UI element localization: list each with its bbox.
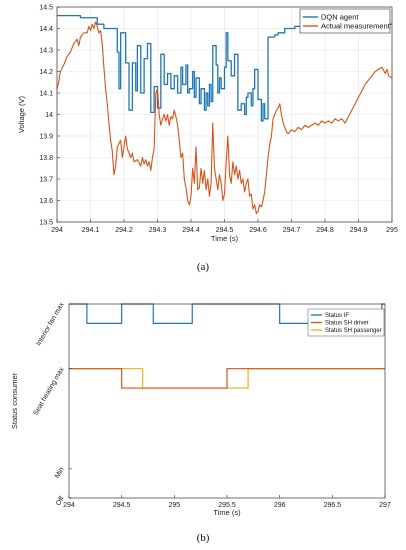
y-tick-label: 13.7 [39, 177, 53, 184]
x-tick-label: 294.7 [283, 227, 301, 234]
y-tick-label: 13.9 [39, 134, 53, 141]
legend-label: Status SH passenger [325, 328, 382, 334]
y-tick-label: Off [55, 495, 66, 507]
x-tick-label: 295 [386, 227, 398, 234]
x-tick-label: 297 [379, 502, 391, 509]
x-tick-label: 295 [168, 502, 180, 509]
x-tick-label: 296.5 [324, 502, 342, 509]
y-tick-label: Interior fan max [35, 301, 66, 347]
x-tick-label: 294.1 [82, 227, 100, 234]
x-axis-label: Time (s) [211, 234, 239, 243]
y-tick-label: 14.1 [39, 91, 53, 98]
y-tick-label: 14.4 [39, 26, 53, 33]
chart-a: 294 294.1 294.2 294.3 294.4 294.5 294.6 294.7 29… [17, 5, 398, 244]
x-tick-label: 294.2 [115, 227, 133, 234]
x-tick-label: 294.4 [182, 227, 200, 234]
x-tick-label: 294.5 [113, 502, 131, 509]
x-tick-label: 294.5 [216, 227, 234, 234]
y-tick-label: 13.5 [39, 220, 53, 227]
series-line-dqn-agent [57, 14, 392, 122]
x-tick-label: 294.3 [149, 227, 167, 234]
y-axis-label: Status consumer [10, 372, 19, 429]
y-tick-label: 13.8 [39, 155, 53, 162]
y-axis-label: Voltage (V) [17, 95, 26, 133]
x-tick-label: 294.8 [316, 227, 334, 234]
y-tick-label: 14.5 [39, 5, 53, 12]
y-tick-label: 14.3 [39, 48, 53, 55]
caption-a: (a) [197, 261, 210, 273]
caption-b: (b) [197, 532, 210, 544]
y-tick-label: 13.6 [39, 198, 53, 205]
x-axis-label: Time (s) [213, 508, 241, 517]
y-tick-label: Seat heating max [32, 366, 66, 417]
legend-label: Status IF [325, 313, 349, 319]
x-tick-label: 294 [51, 227, 63, 234]
chart-b: 294 294.5 295 295.5 296 296.5 297 Off Min Seat he… [10, 301, 391, 517]
x-tick-label: 294 [63, 502, 75, 509]
y-tick-label: 14.2 [39, 69, 53, 76]
legend-label: DQN agent [321, 13, 359, 22]
y-tick-label: Min [54, 466, 66, 479]
x-tick-label: 296 [274, 502, 286, 509]
series-line-status-sh-driver [69, 368, 385, 389]
legend-label: Status SH driver [325, 321, 369, 327]
legend-box [299, 8, 391, 34]
series-line-actual-measurement [56, 21, 393, 214]
y-tick-label: 14 [45, 112, 53, 119]
x-tick-label: 294.6 [249, 227, 267, 234]
legend-label: Actual measurement [321, 22, 391, 31]
x-tick-label: 295.5 [218, 502, 236, 509]
x-tick-label: 294.9 [350, 227, 368, 234]
